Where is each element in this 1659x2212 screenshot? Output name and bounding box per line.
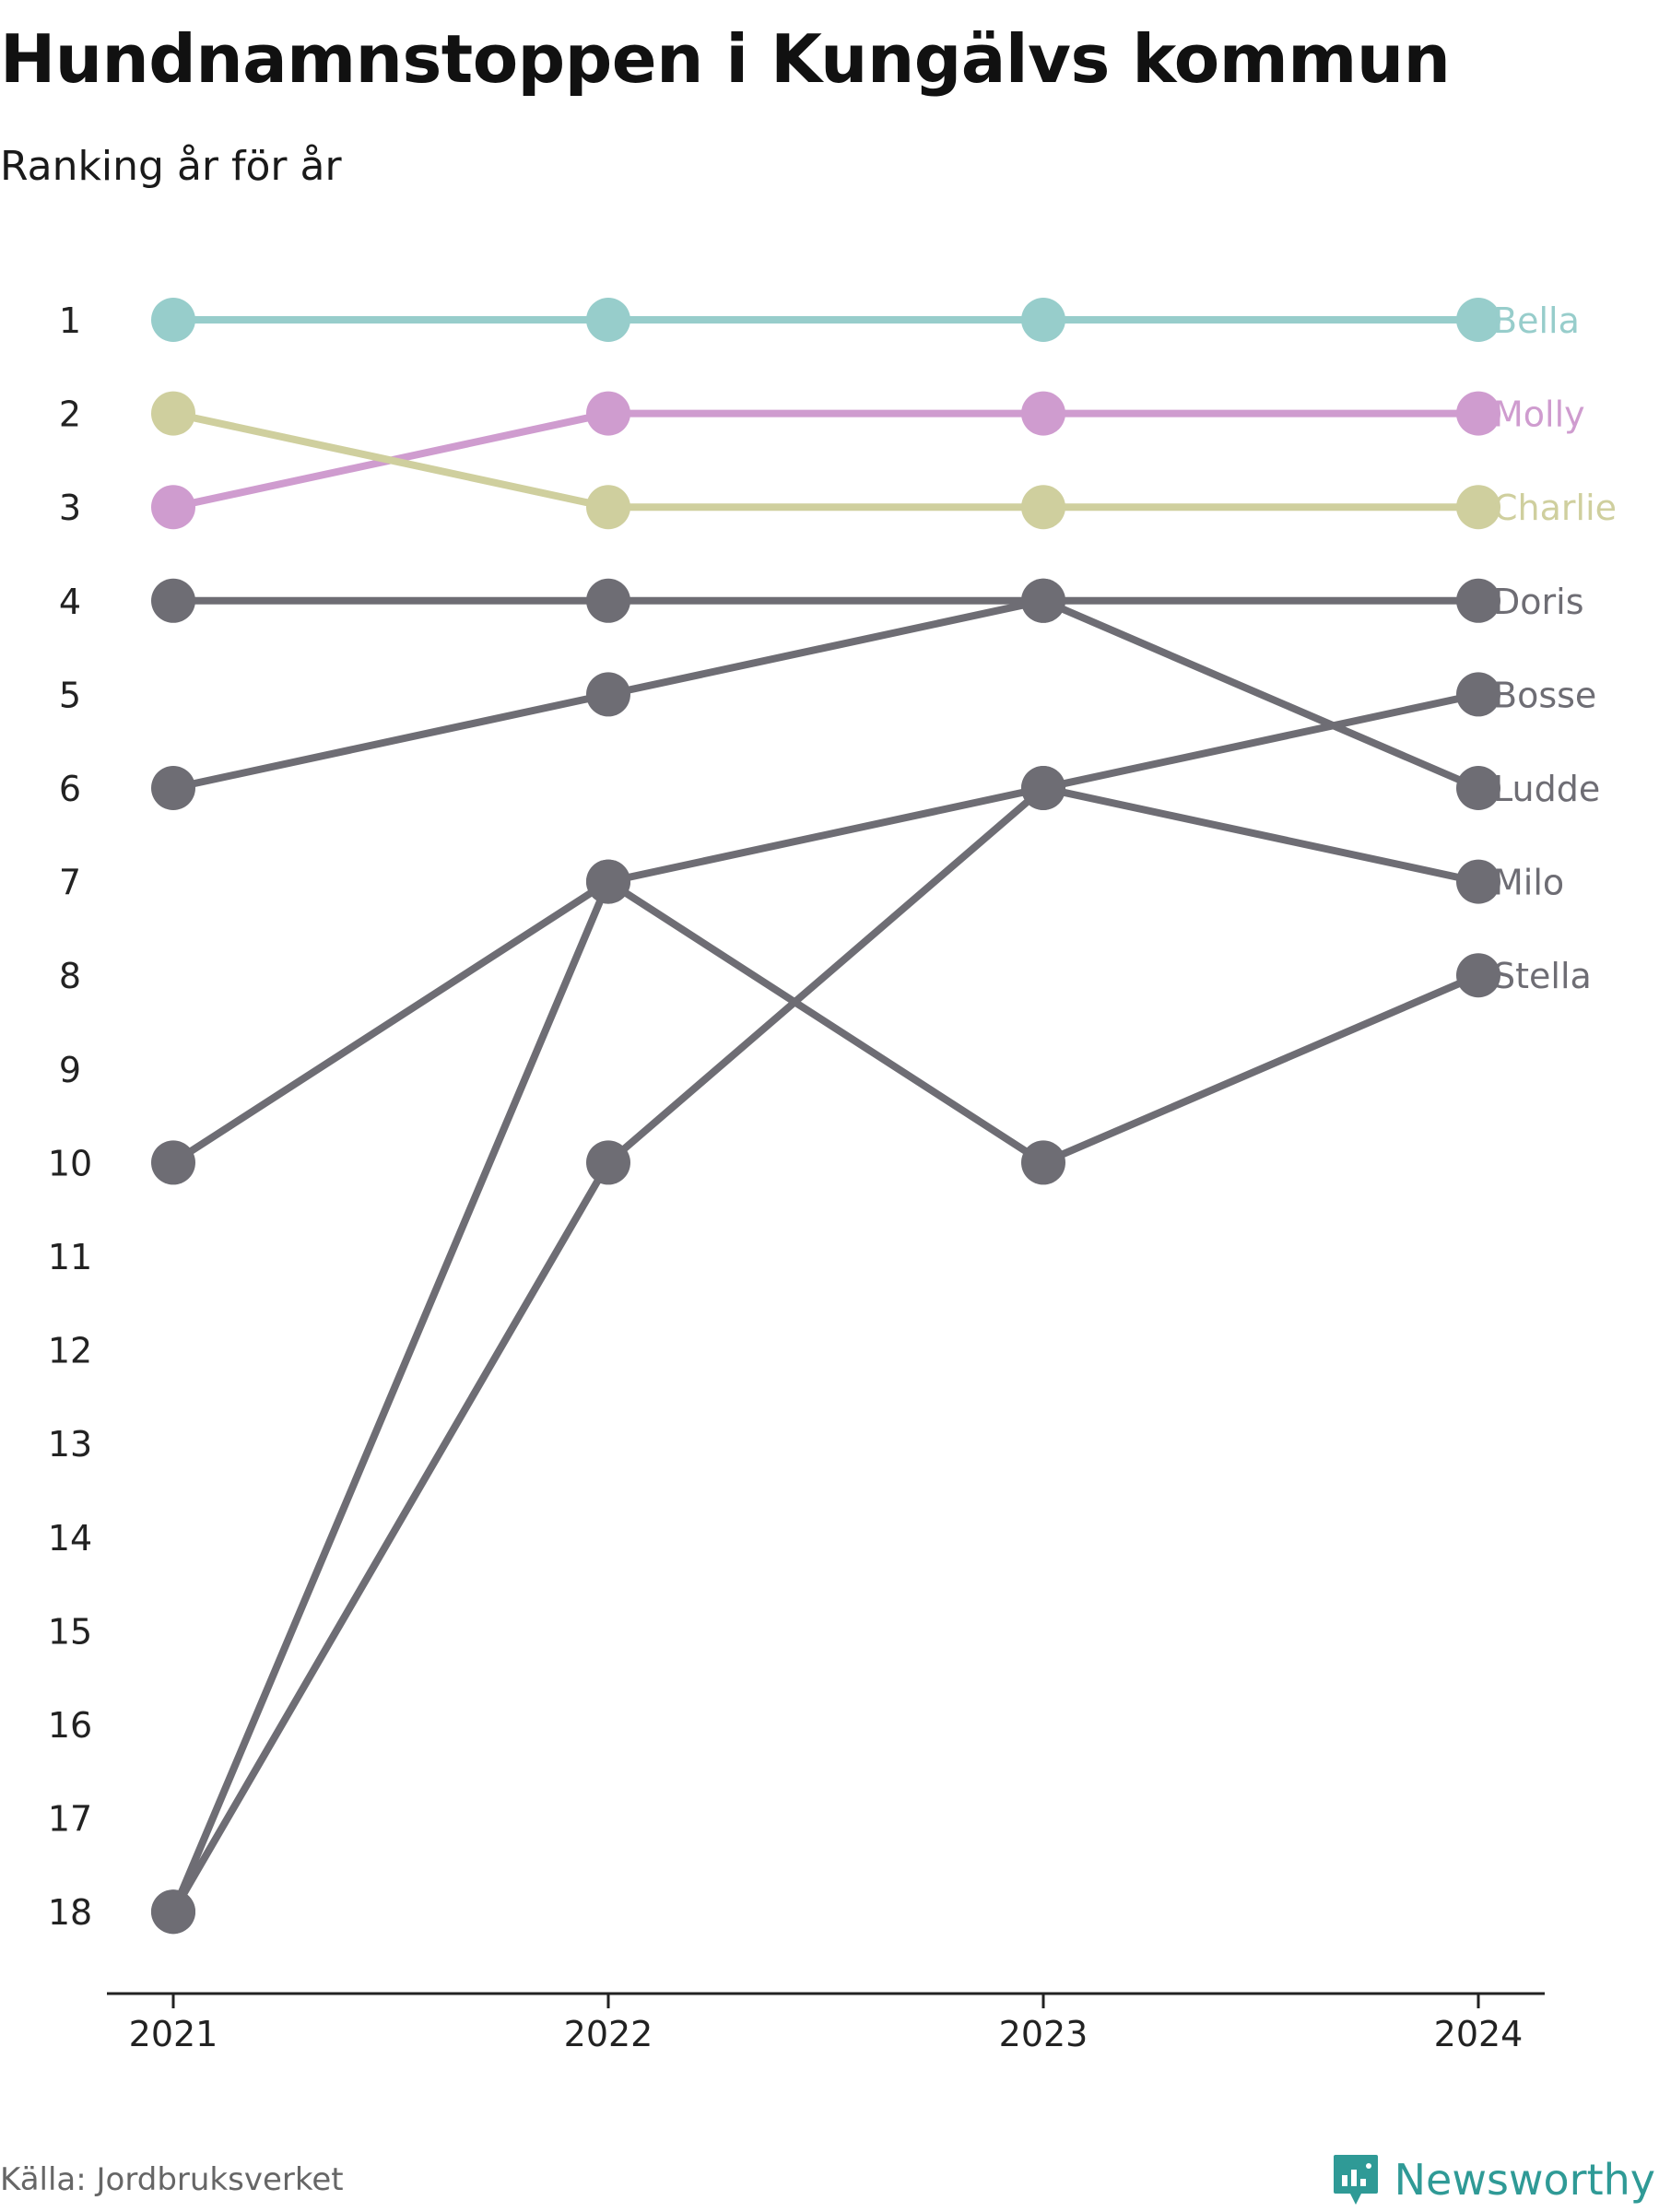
- data-point-bella: [151, 298, 195, 342]
- chart-title: Hundnamnstoppen i Kungälvs kommun: [0, 20, 1451, 98]
- x-tick-label: 2022: [564, 2014, 653, 2054]
- y-tick-label: 1: [59, 300, 81, 341]
- data-point-milo: [1021, 766, 1065, 810]
- series-bella: [151, 298, 1500, 342]
- data-point-doris: [586, 578, 630, 623]
- data-point-ludde: [1456, 766, 1500, 810]
- series-doris: [151, 578, 1500, 623]
- brand-name: Newsworthy: [1394, 2155, 1655, 2205]
- source-note: Källa: Jordbruksverket: [0, 2161, 344, 2198]
- data-point-milo: [151, 1889, 195, 1935]
- series-bosse: [151, 672, 1500, 1935]
- end-labels-group: Doris Bosse Ludde Milo Stella Bella Molly Charl…: [1493, 300, 1617, 996]
- series-line-milo: [170, 784, 1482, 1916]
- series-line-stella: [170, 877, 1482, 1167]
- y-tick-label: 4: [59, 582, 81, 622]
- data-point-charlie: [151, 391, 195, 436]
- data-point-doris: [151, 578, 195, 623]
- series-label-stella: Stella: [1493, 956, 1592, 996]
- y-tick-label: 2: [59, 394, 81, 435]
- data-point-molly: [151, 485, 195, 530]
- data-point-ludde: [586, 672, 630, 717]
- y-tick-label: 16: [48, 1705, 92, 1746]
- data-point-bella: [1021, 298, 1065, 342]
- x-tick-label: 2024: [1434, 2014, 1524, 2054]
- y-tick-label: 8: [59, 956, 81, 996]
- y-tick-label: 17: [48, 1799, 92, 1840]
- data-point-charlie: [1456, 485, 1500, 530]
- chart-subtitle: Ranking år för år: [0, 143, 342, 190]
- data-point-charlie: [586, 485, 630, 530]
- series-stella: [151, 859, 1500, 1185]
- data-point-ludde: [1021, 578, 1065, 623]
- series-label-bella: Bella: [1493, 300, 1580, 341]
- data-point-ludde: [151, 766, 195, 810]
- y-tick-label: 11: [48, 1237, 92, 1277]
- data-point-doris: [1456, 578, 1500, 623]
- y-tick-label: 3: [59, 488, 81, 528]
- x-tick-label: 2021: [129, 2014, 218, 2054]
- series-label-bosse: Bosse: [1493, 675, 1596, 715]
- data-point-stella: [1456, 953, 1500, 998]
- data-point-bosse: [1456, 672, 1500, 717]
- gray-series-group: [151, 578, 1500, 1935]
- series-label-ludde: Ludde: [1493, 769, 1600, 809]
- y-tick-label: 5: [59, 675, 81, 715]
- data-point-bosse: [586, 1140, 630, 1185]
- x-tick-label: 2023: [999, 2014, 1088, 2054]
- data-point-milo: [1456, 859, 1500, 904]
- data-point-molly: [1021, 391, 1065, 436]
- newsworthy-icon: [1333, 2155, 1378, 2205]
- series-line-molly: [170, 409, 1482, 512]
- data-point-stella: [151, 1140, 195, 1185]
- data-point-charlie: [1021, 485, 1065, 530]
- data-point-molly: [586, 391, 630, 436]
- y-tick-label: 9: [59, 1050, 81, 1090]
- data-point-stella: [1021, 1140, 1065, 1185]
- series-line-charlie: [170, 409, 1482, 512]
- data-point-bella: [1456, 298, 1500, 342]
- data-point-stella: [586, 859, 630, 904]
- y-tick-label: 18: [48, 1892, 92, 1933]
- series-label-doris: Doris: [1493, 582, 1584, 622]
- series-ludde: [151, 578, 1500, 810]
- series-line-ludde: [170, 596, 1482, 792]
- newsworthy-logo[interactable]: Newsworthy: [1332, 2153, 1655, 2206]
- y-tick-label: 12: [48, 1331, 92, 1371]
- y-tick-label: 13: [48, 1424, 92, 1465]
- y-tick-label: 6: [59, 769, 81, 809]
- y-tick-label: 10: [48, 1143, 92, 1183]
- data-point-bella: [586, 298, 630, 342]
- series-label-molly: Molly: [1493, 394, 1585, 435]
- color-series-group: [151, 298, 1500, 530]
- series-milo: [151, 766, 1500, 1935]
- series-label-milo: Milo: [1493, 863, 1564, 903]
- y-tick-label: 15: [48, 1611, 92, 1652]
- series-charlie: [151, 391, 1500, 530]
- y-tick-label: 7: [59, 863, 81, 903]
- series-line-bosse: [170, 690, 1482, 1916]
- data-point-molly: [1456, 391, 1500, 436]
- y-tick-label: 14: [48, 1518, 92, 1559]
- series-label-charlie: Charlie: [1493, 488, 1617, 528]
